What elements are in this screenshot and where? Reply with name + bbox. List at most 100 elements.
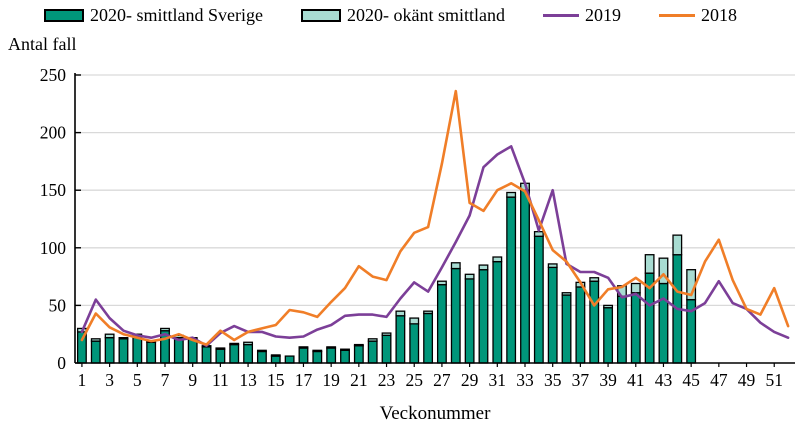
x-tick-label: 43 bbox=[655, 370, 673, 390]
bar-2020-okant bbox=[561, 292, 572, 296]
legend-swatch-2020-sverige bbox=[44, 9, 84, 22]
bar-2020-okant bbox=[326, 346, 337, 349]
bar-2020-sverige bbox=[118, 338, 129, 364]
legend-label-2019: 2019 bbox=[584, 5, 621, 25]
bar-2020-okant bbox=[672, 234, 683, 256]
bar-2020-sverige bbox=[243, 343, 254, 364]
bar-2020-sverige bbox=[436, 284, 447, 364]
bar-2020-sverige bbox=[464, 278, 475, 364]
bar-2020-okant bbox=[160, 327, 170, 332]
y-axis-title: Antal fall bbox=[8, 34, 77, 54]
bar-2020-okant bbox=[243, 341, 254, 346]
bar-2020-sverige bbox=[298, 347, 309, 364]
bar-2020-sverige bbox=[381, 334, 392, 364]
bar-2020-sverige bbox=[146, 341, 157, 364]
bar-2020-okant bbox=[118, 337, 129, 340]
x-tick-label: 9 bbox=[188, 370, 197, 390]
bar-2020-okant bbox=[340, 348, 350, 351]
bar-2020-okant bbox=[395, 310, 406, 317]
bar-2020-okant bbox=[90, 338, 101, 342]
x-tick-label: 33 bbox=[516, 370, 534, 390]
y-tick-label: 0 bbox=[57, 353, 66, 373]
x-tick-label: 25 bbox=[405, 370, 423, 390]
bar-2020-okant bbox=[589, 277, 600, 282]
bar-2020-sverige bbox=[603, 307, 614, 364]
bar-2020-okant bbox=[423, 310, 434, 315]
legend-item-2020-sverige: 2020- smittland Sverige bbox=[44, 5, 263, 26]
bar-2020-sverige bbox=[395, 315, 406, 364]
bar-2020-sverige bbox=[506, 196, 517, 364]
y-tick-label: 150 bbox=[40, 180, 67, 200]
bar-2020-sverige bbox=[215, 348, 226, 364]
bar-2020-sverige bbox=[312, 350, 323, 364]
x-tick-label: 35 bbox=[544, 370, 562, 390]
x-tick-label: 31 bbox=[489, 370, 507, 390]
bar-2020-okant bbox=[436, 280, 447, 286]
x-tick-label: 37 bbox=[572, 370, 590, 390]
bar-2020-okant bbox=[215, 347, 226, 350]
legend-label-2020-sverige: 2020- smittland Sverige bbox=[90, 5, 263, 25]
y-tick-label: 250 bbox=[40, 65, 67, 85]
bar-2020-sverige bbox=[104, 337, 115, 364]
bar-2020-okant bbox=[603, 304, 614, 309]
bar-2020-okant bbox=[312, 349, 323, 353]
y-tick-label: 50 bbox=[49, 295, 67, 315]
bar-2020-sverige bbox=[409, 323, 420, 364]
bar-2020-sverige bbox=[450, 267, 461, 364]
bar-2020-sverige bbox=[367, 340, 378, 364]
bar-2020-okant bbox=[298, 346, 309, 349]
x-tick-label: 41 bbox=[627, 370, 645, 390]
bar-2020-sverige bbox=[423, 312, 434, 364]
bar-2020-sverige bbox=[326, 347, 337, 364]
bar-2020-sverige bbox=[256, 350, 267, 364]
x-tick-label: 45 bbox=[682, 370, 700, 390]
bar-2020-sverige bbox=[340, 349, 350, 364]
x-tick-label: 19 bbox=[322, 370, 340, 390]
bar-2020-sverige bbox=[630, 292, 641, 364]
x-tick-label: 51 bbox=[765, 370, 783, 390]
bar-2020-sverige bbox=[561, 294, 572, 364]
bar-2020-okant bbox=[256, 349, 267, 353]
bar-2020-okant bbox=[381, 332, 392, 337]
bar-2020-sverige bbox=[284, 355, 295, 364]
bar-2020-okant bbox=[367, 338, 378, 342]
legend-item-2018: 2018 bbox=[658, 5, 737, 26]
x-tick-label: 23 bbox=[378, 370, 396, 390]
legend-swatch-2018 bbox=[658, 13, 695, 18]
bar-2020-okant bbox=[450, 262, 461, 270]
bar-2020-sverige bbox=[547, 266, 558, 364]
bar-2020-sverige bbox=[270, 355, 281, 364]
bar-2020-sverige bbox=[658, 282, 669, 364]
x-tick-label: 27 bbox=[433, 370, 451, 390]
bar-2020-okant bbox=[104, 333, 115, 339]
x-tick-label: 15 bbox=[267, 370, 285, 390]
y-tick-label: 200 bbox=[40, 123, 67, 143]
bar-2020-sverige bbox=[229, 343, 240, 364]
x-tick-label: 47 bbox=[710, 370, 728, 390]
x-tick-label: 1 bbox=[78, 370, 87, 390]
line-2018 bbox=[80, 89, 790, 346]
x-tick-label: 49 bbox=[738, 370, 756, 390]
legend-swatch-2020-okant bbox=[300, 9, 341, 22]
bar-2020-sverige bbox=[353, 345, 364, 364]
bar-2020-sverige bbox=[533, 235, 544, 364]
bar-2020-okant bbox=[658, 257, 669, 285]
bar-2020-sverige bbox=[173, 337, 184, 364]
bar-2020-sverige bbox=[492, 260, 503, 364]
bar-2020-okant bbox=[533, 231, 544, 237]
x-tick-label: 5 bbox=[133, 370, 142, 390]
x-tick-label: 7 bbox=[161, 370, 170, 390]
bar-2020-okant bbox=[506, 191, 517, 198]
legend-item-2020-okant: 2020- okänt smittland bbox=[300, 5, 505, 26]
bar-2020-okant bbox=[547, 263, 558, 269]
bar-2020-sverige bbox=[575, 286, 586, 364]
legend-label-2018: 2018 bbox=[700, 5, 737, 25]
bar-2020-okant bbox=[409, 317, 420, 325]
legend-swatch-2019 bbox=[542, 13, 579, 18]
x-axis-title: Veckonummer bbox=[379, 403, 491, 424]
x-tick-label: 11 bbox=[212, 370, 229, 390]
legend-label-2020-okant: 2020- okänt smittland bbox=[346, 5, 505, 25]
bar-2020-okant bbox=[478, 264, 489, 271]
bar-2020-sverige bbox=[520, 189, 530, 364]
